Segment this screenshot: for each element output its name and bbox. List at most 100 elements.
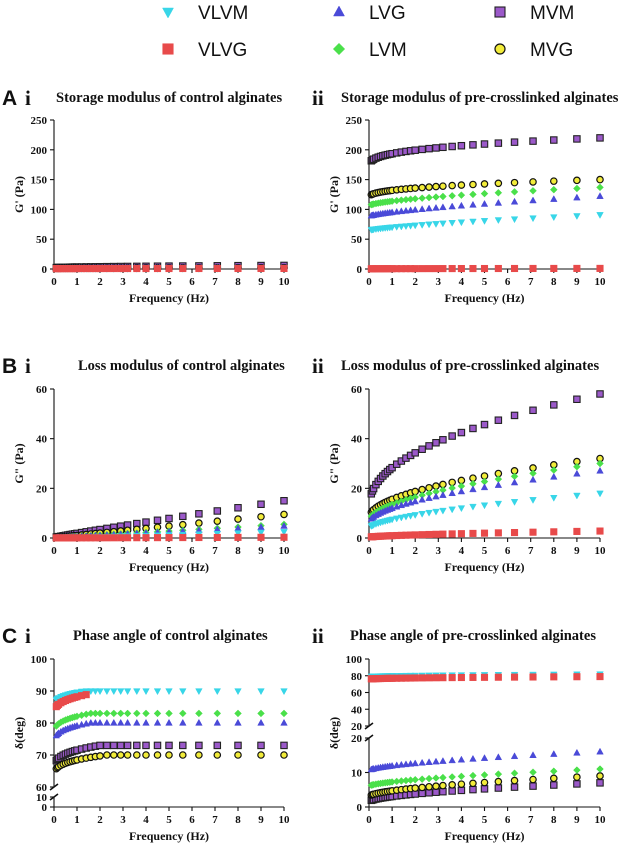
y-axis-label: G' (Pa) (327, 176, 341, 213)
point-vlvg (596, 527, 604, 535)
point-mvm (418, 145, 426, 154)
panel-bi: Loss modulus of control alginates 0 1 2 3 4 5 6… (12, 358, 290, 574)
point-vlvm (133, 688, 141, 696)
x-tick-label: 9 (258, 545, 264, 557)
point-vlvm (510, 499, 519, 506)
panel-ci: Phase angle of control alginates 0 1 2 3 4 5 6 7… (12, 628, 290, 843)
point-lvm (573, 766, 581, 774)
x-tick-label: 3 (436, 814, 442, 826)
panel-aii: Storage modulus of pre-crosslinked algin… (327, 90, 619, 305)
point-mvm (469, 424, 477, 433)
series-mvg (367, 772, 604, 799)
y-axis-label: G" (Pa) (12, 443, 26, 483)
point-lvg (280, 718, 288, 726)
point-mvg (257, 512, 265, 521)
point-mvm (596, 779, 604, 787)
series-mvm (367, 134, 604, 165)
point-vlvm (257, 688, 265, 696)
x-tick-label: 5 (166, 276, 172, 288)
point-vlvg (457, 673, 465, 682)
point-mvm (116, 741, 125, 750)
x-axis-label: Frequency (Hz) (129, 560, 209, 574)
x-tick-label: 3 (120, 814, 126, 826)
legend-marker-lvm (332, 42, 346, 56)
x-tick-label: 0 (51, 276, 57, 288)
point-vlvg (110, 534, 118, 542)
point-vlvg (510, 264, 519, 273)
point-mvg (494, 179, 503, 188)
x-tick-label: 1 (74, 814, 80, 826)
point-vlvg (469, 529, 477, 537)
point-lvm (510, 769, 519, 778)
point-mvm (529, 137, 537, 145)
point-lvg (448, 756, 456, 764)
y-tick-label: 200 (31, 145, 48, 157)
y-axis-label: G' (Pa) (12, 176, 26, 213)
point-mvg (480, 778, 489, 787)
point-mvg (280, 510, 288, 519)
y-tick-label: 150 (346, 175, 363, 187)
point-vlvg (153, 264, 162, 273)
point-lvg (234, 718, 242, 726)
panel-cii: Phase angle of pre-crosslinked alginates… (327, 628, 606, 843)
point-vlvm (418, 222, 426, 229)
point-vlvg (550, 673, 558, 681)
x-tick-label: 0 (51, 814, 57, 826)
legend-label-mvm: MVM (530, 3, 574, 24)
point-lvg (411, 759, 419, 767)
point-vlvg (195, 533, 203, 542)
point-vlvm (96, 688, 104, 696)
point-vlvm (457, 219, 466, 227)
x-tick-label: 6 (505, 276, 511, 288)
point-vlvm (469, 218, 477, 226)
point-lvg (480, 754, 489, 761)
point-vlvg (418, 265, 426, 273)
series-vlvm (52, 688, 288, 704)
point-mvg (257, 751, 265, 759)
point-vlvg (494, 264, 502, 273)
panel-numeral-ii: ii (312, 624, 324, 648)
point-mvg (529, 178, 537, 186)
point-vlvg (439, 265, 447, 273)
point-mvm (418, 445, 426, 453)
point-vlvm (418, 511, 426, 518)
point-lvm (123, 709, 132, 718)
point-lvm (529, 186, 537, 195)
point-lvg (411, 497, 419, 505)
point-vlvg (213, 533, 221, 542)
point-mvm (411, 146, 419, 154)
x-tick-label: 7 (212, 276, 218, 288)
point-vlvg (213, 264, 221, 273)
point-lvg (573, 748, 581, 756)
x-tick-label: 2 (412, 814, 418, 826)
point-lvm (257, 709, 265, 718)
point-mvm (550, 136, 558, 144)
point-mvg (510, 776, 519, 785)
point-vlvm (596, 490, 604, 498)
x-tick-label: 8 (235, 545, 241, 557)
point-mvm (457, 428, 466, 437)
point-vlvm (392, 224, 401, 231)
point-vlvm (411, 512, 419, 519)
y-tick-label: 80 (36, 718, 48, 730)
point-lvm (529, 768, 537, 777)
point-vlvm (402, 223, 410, 231)
y-tick-label: 10 (36, 792, 48, 804)
point-vlvg (448, 265, 456, 273)
point-vlvg (432, 674, 440, 682)
point-mvm (142, 518, 150, 526)
point-mvm (469, 141, 477, 149)
point-lvm (510, 188, 519, 196)
point-vlvg (411, 674, 419, 682)
panel-numeral-i: i (25, 354, 31, 378)
point-vlvg (142, 264, 150, 273)
point-lvm (116, 709, 125, 718)
point-vlvg (179, 264, 187, 273)
point-lvm (573, 184, 581, 193)
y-tick-label: 70 (36, 750, 48, 762)
point-lvm (448, 773, 456, 781)
point-mvm (573, 395, 581, 404)
point-mvg (195, 519, 203, 527)
point-lvm (153, 709, 162, 718)
